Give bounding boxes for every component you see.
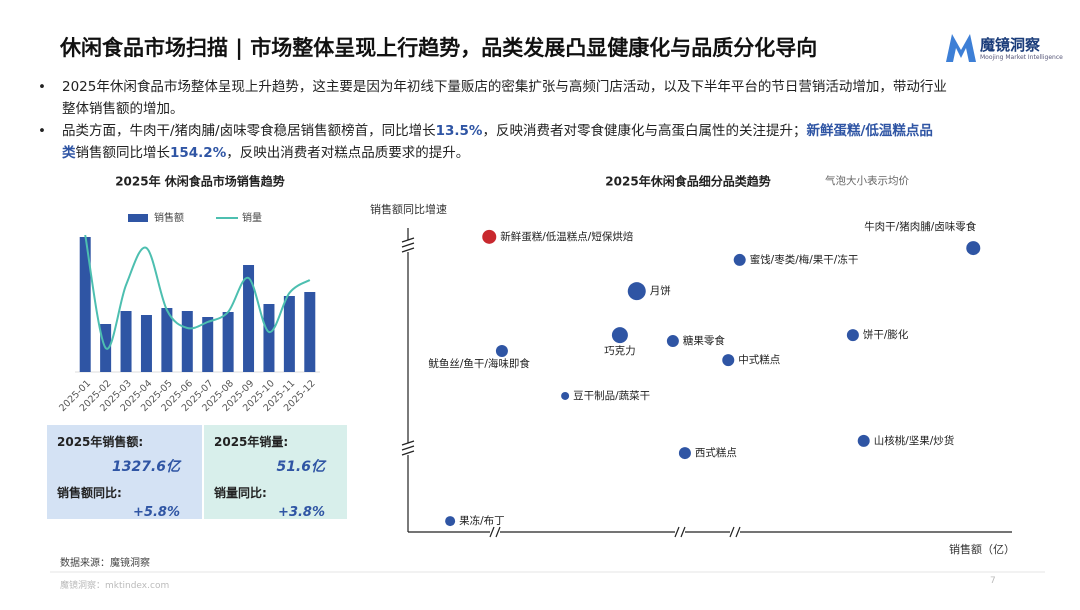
- axes: [401, 228, 1012, 538]
- bullet: 品类方面，牛肉干/猪肉脯/卤味零食稳居销售额榜首，同比增长13.5%，反映消费者…: [38, 120, 1038, 164]
- logo-icon: [946, 34, 976, 62]
- source: 数据来源：魔镜洞察: [60, 558, 150, 569]
- bubble-label: 鱿鱼丝/鱼干/海味即食: [428, 357, 530, 370]
- bubble: [445, 516, 456, 527]
- text: 新鲜蛋糕/低温糕点品: [806, 123, 933, 139]
- text: ，反映出消费者对糕点品质要求的提升。: [226, 145, 470, 161]
- bubble-label: 月饼: [650, 284, 671, 297]
- text: 销售额同比增长: [75, 145, 171, 161]
- legend-swatch: [128, 214, 148, 222]
- kpi-card: 2025年销量: 51.6亿 销量同比: +3.8%: [204, 425, 347, 520]
- bubble: [678, 447, 691, 460]
- bar: [243, 265, 255, 372]
- kpi-label: 2025年销售额:: [57, 435, 144, 449]
- bar: [304, 292, 316, 372]
- kpi-label: 2025年销量:: [214, 435, 289, 449]
- bubble: [722, 354, 735, 367]
- bullets: 2025年休闲食品市场整体呈现上升趋势，这主要是因为年初线下量贩店的密集扩张与高…: [38, 76, 1038, 164]
- text: 整体销售额的增加。: [62, 101, 184, 117]
- bar: [263, 304, 275, 372]
- bar: [222, 312, 234, 372]
- text: 品类方面，牛肉干/猪肉脯/卤味零食稳居销售额榜首，同比增长: [62, 123, 436, 139]
- bubble-label: 糖果零食: [683, 334, 725, 347]
- bubble: [627, 282, 646, 301]
- text: 类: [62, 145, 76, 161]
- text: 13.5%: [435, 123, 483, 139]
- chart-title: 2025年休闲食品细分品类趋势: [605, 174, 770, 189]
- kpi-label: 销售额同比:: [57, 486, 122, 500]
- bar: [283, 296, 295, 372]
- kpi-card: 2025年销售额: 1327.6亿 销售额同比: +5.8%: [47, 425, 202, 520]
- bubble: [611, 327, 628, 344]
- kpi-value: +3.8%: [278, 505, 325, 520]
- logo-sub: Moojing Market Intelligence: [980, 54, 1063, 61]
- line: [84, 234, 311, 350]
- bubble-label: 中式糕点: [738, 353, 780, 366]
- bubble: [561, 391, 570, 400]
- bar: [79, 237, 91, 372]
- bubble-label: 蜜饯/枣类/梅/果干/冻干: [750, 253, 859, 266]
- x-axis-label: 销售额（亿）: [949, 542, 1015, 556]
- bubble-label: 豆干制品/蔬菜干: [573, 389, 650, 402]
- kpi-value: 1327.6亿: [111, 459, 180, 475]
- bubble-label: 果冻/布丁: [459, 514, 505, 527]
- chart-note: 气泡大小表示均价: [825, 174, 909, 187]
- bubble-label: 西式糕点: [695, 446, 737, 459]
- bubble: [846, 329, 859, 342]
- bubble: [857, 434, 870, 447]
- bubble: [666, 335, 679, 348]
- text: 154.2%: [170, 145, 227, 161]
- bubble-label: 巧克力: [604, 344, 636, 357]
- kpi-value: +5.8%: [133, 505, 180, 520]
- footer-site: 魔镜洞察：mktindex.com: [60, 581, 170, 591]
- bubble: [495, 345, 508, 358]
- bubble-label: 饼干/膨化: [863, 328, 909, 341]
- bar: [161, 308, 173, 372]
- legend-label: 销量: [242, 211, 262, 224]
- legend-label: 销售额: [154, 211, 184, 224]
- chart-title: 2025年 休闲食品市场销售趋势: [115, 174, 285, 189]
- text: 2025年休闲食品市场整体呈现上升趋势，这主要是因为年初线下量贩店的密集扩张与高…: [62, 79, 947, 95]
- kpi-label: 销量同比:: [214, 486, 267, 500]
- page-number: 7: [990, 576, 996, 586]
- bubble: [733, 253, 746, 266]
- bubble: [966, 241, 981, 256]
- bubble-label: 新鲜蛋糕/低温糕点/短保烘焙: [500, 230, 634, 243]
- bar: [120, 311, 132, 372]
- bar: [181, 311, 193, 372]
- bubble-label: 牛肉干/猪肉脯/卤味零食: [864, 220, 977, 233]
- logo-text: 魔镜洞察: [980, 36, 1041, 54]
- bar: [140, 315, 152, 372]
- bubble-label: 山核桃/坚果/炒货: [874, 434, 955, 447]
- logo: [944, 32, 978, 68]
- y-axis-label: 销售额同比增速: [370, 202, 447, 216]
- bubble: [482, 229, 497, 244]
- page-title: 休闲食品市场扫描 | 市场整体呈现上行趋势，品类发展凸显健康化与品质分化导向: [60, 36, 818, 60]
- bullet: 2025年休闲食品市场整体呈现上升趋势，这主要是因为年初线下量贩店的密集扩张与高…: [38, 76, 1038, 120]
- kpi-value: 51.6亿: [276, 459, 325, 475]
- text: ，反映消费者对零食健康化与高蛋白属性的关注提升；: [482, 123, 807, 139]
- bar: [202, 317, 214, 372]
